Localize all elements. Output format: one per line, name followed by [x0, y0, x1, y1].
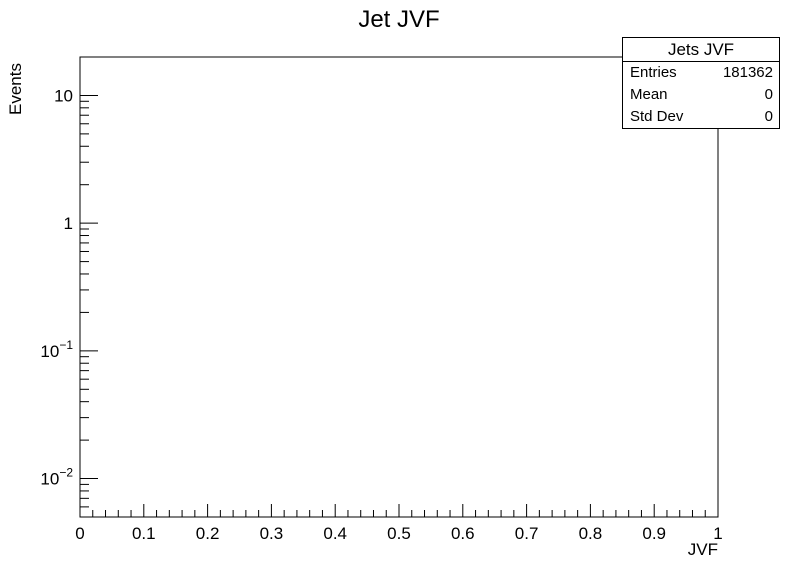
- x-tick-label: 0.2: [196, 524, 220, 543]
- x-tick-label: 0.6: [451, 524, 475, 543]
- stats-value: 0: [764, 86, 773, 103]
- x-tick-label: 0.9: [642, 524, 666, 543]
- stats-value: 0: [764, 108, 773, 125]
- x-tick-label: 0.3: [260, 524, 284, 543]
- x-tick-label: 0.5: [387, 524, 411, 543]
- stats-label: Mean: [630, 86, 668, 103]
- stats-title: Jets JVF: [623, 38, 779, 62]
- stats-row-mean: Mean 0: [623, 84, 779, 106]
- stats-label: Std Dev: [630, 108, 684, 125]
- x-tick-label: 0: [75, 524, 84, 543]
- y-tick-label: 10−2: [40, 466, 73, 489]
- stats-label: Entries: [630, 64, 677, 81]
- y-tick-label: 10: [54, 86, 73, 105]
- x-axis-label: JVF: [687, 540, 718, 559]
- y-tick-label: 10−1: [40, 338, 73, 361]
- y-tick-label: 1: [64, 214, 73, 233]
- x-tick-label: 0.1: [132, 524, 156, 543]
- y-axis-label: Events: [6, 63, 25, 115]
- x-tick-label: 0.7: [515, 524, 539, 543]
- stats-row-stddev: Std Dev 0: [623, 106, 779, 128]
- chart-title: Jet JVF: [358, 6, 440, 33]
- stats-value: 181362: [722, 64, 773, 81]
- x-tick-label: 0.8: [579, 524, 603, 543]
- x-tick-label: 1: [713, 524, 722, 543]
- stats-box: Jets JVF Entries 181362 Mean 0 Std Dev 0: [622, 37, 780, 129]
- stats-row-entries: Entries 181362: [623, 62, 779, 84]
- x-tick-label: 0.4: [323, 524, 347, 543]
